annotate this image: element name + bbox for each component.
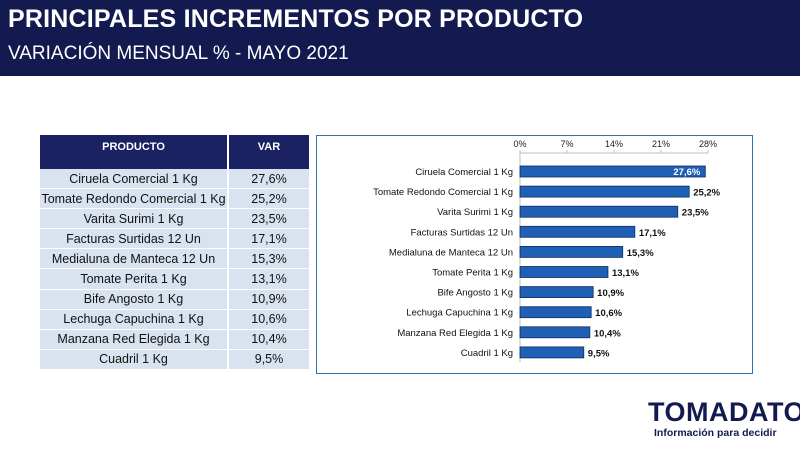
category-label: Manzana Red Elegida 1 Kg <box>397 328 513 339</box>
products-table: PRODUCTO VAR Ciruela Comercial 1 Kg 27,6%… <box>40 135 309 370</box>
page-subtitle: VARIACIÓN MENSUAL % - MAYO 2021 <box>8 43 349 64</box>
cell-var: 23,5% <box>229 209 309 230</box>
data-label: 10,6% <box>595 308 622 319</box>
table-header-row: PRODUCTO VAR <box>40 135 309 169</box>
bar-chart: 0% 7% 14% 21% 28% Ciruela Comercial 1 Kg 27,6%… <box>373 139 721 363</box>
category-label: Ciruela Comercial 1 Kg <box>415 167 513 178</box>
data-label: 15,3% <box>627 248 654 259</box>
cell-producto: Varita Surimi 1 Kg <box>40 209 229 230</box>
x-tick-label: 0% <box>513 139 526 149</box>
table-row: Varita Surimi 1 Kg 23,5% <box>40 209 309 230</box>
bar <box>519 225 636 238</box>
bar <box>519 205 679 218</box>
table-row: Tomate Redondo Comercial 1 Kg 25,2% <box>40 189 309 210</box>
x-tick-label: 7% <box>560 139 573 149</box>
data-label: 10,9% <box>597 288 624 299</box>
cell-producto: Medialuna de Manteca 12 Un <box>40 249 229 270</box>
cell-producto: Bife Angosto 1 Kg <box>40 289 229 310</box>
cell-producto: Manzana Red Elegida 1 Kg <box>40 329 229 350</box>
bar <box>519 165 706 178</box>
category-label: Lechuga Capuchina 1 Kg <box>406 308 513 319</box>
table-row: Bife Angosto 1 Kg 10,9% <box>40 289 309 310</box>
table-row: Lechuga Capuchina 1 Kg 10,6% <box>40 309 309 330</box>
logo-wordmark: TOMADATO <box>648 397 800 427</box>
bar <box>519 185 690 198</box>
data-label: 9,5% <box>588 348 610 359</box>
bar <box>519 346 585 359</box>
bar <box>519 286 594 299</box>
cell-var: 25,2% <box>229 189 309 210</box>
table-row: Cuadril 1 Kg 9,5% <box>40 349 309 370</box>
cell-producto: Lechuga Capuchina 1 Kg <box>40 309 229 330</box>
data-label: 17,1% <box>639 228 666 239</box>
table-row: Ciruela Comercial 1 Kg 27,6% <box>40 169 309 190</box>
table-row: Manzana Red Elegida 1 Kg 10,4% <box>40 329 309 350</box>
cell-producto: Facturas Surtidas 12 Un <box>40 229 229 250</box>
category-label: Tomate Perita 1 Kg <box>432 268 513 279</box>
cell-var: 9,5% <box>229 349 309 370</box>
category-label: Medialuna de Manteca 12 Un <box>389 247 513 258</box>
data-label: 25,2% <box>693 188 720 199</box>
cell-var: 13,1% <box>229 269 309 290</box>
cell-var: 17,1% <box>229 229 309 250</box>
tomadato-logo: TOMADATO Información para decidir <box>648 397 800 441</box>
cell-var: 10,4% <box>229 329 309 350</box>
category-label: Facturas Surtidas 12 Un <box>411 227 513 238</box>
data-label: 10,4% <box>594 328 621 339</box>
cell-producto: Cuadril 1 Kg <box>40 349 229 370</box>
header-banner: PRINCIPALES INCREMENTOS POR PRODUCTO VAR… <box>0 0 800 76</box>
cell-var: 10,9% <box>229 289 309 310</box>
column-header-var: VAR <box>229 135 309 169</box>
bar <box>519 326 591 339</box>
column-header-producto: PRODUCTO <box>40 135 229 169</box>
page-title: PRINCIPALES INCREMENTOS POR PRODUCTO <box>8 5 584 33</box>
table-row: Tomate Perita 1 Kg 13,1% <box>40 269 309 290</box>
category-label: Cuadril 1 Kg <box>461 348 513 359</box>
x-tick-label: 28% <box>699 139 717 149</box>
cell-producto: Tomate Redondo Comercial 1 Kg <box>40 189 229 210</box>
table-row: Medialuna de Manteca 12 Un 15,3% <box>40 249 309 270</box>
category-label: Bife Angosto 1 Kg <box>437 288 513 299</box>
cell-var: 27,6% <box>229 169 309 190</box>
category-label: Tomate Redondo Comercial 1 Kg <box>373 187 513 198</box>
x-tick-label: 21% <box>652 139 670 149</box>
cell-producto: Ciruela Comercial 1 Kg <box>40 169 229 190</box>
bar <box>519 306 592 319</box>
data-label: 23,5% <box>682 208 709 219</box>
x-tick-label: 14% <box>605 139 623 149</box>
cell-var: 10,6% <box>229 309 309 330</box>
bar <box>519 266 609 278</box>
cell-producto: Tomate Perita 1 Kg <box>40 269 229 290</box>
data-label: 13,1% <box>612 268 639 279</box>
category-label: Varita Surimi 1 Kg <box>437 207 513 218</box>
bar <box>519 246 624 258</box>
logo-tagline: Información para decidir <box>654 427 777 439</box>
data-label: 27,6% <box>673 167 700 178</box>
table-row: Facturas Surtidas 12 Un 17,1% <box>40 229 309 250</box>
cell-var: 15,3% <box>229 249 309 270</box>
bar-chart-panel: 0% 7% 14% 21% 28% Ciruela Comercial 1 Kg 27,6%… <box>316 135 753 374</box>
